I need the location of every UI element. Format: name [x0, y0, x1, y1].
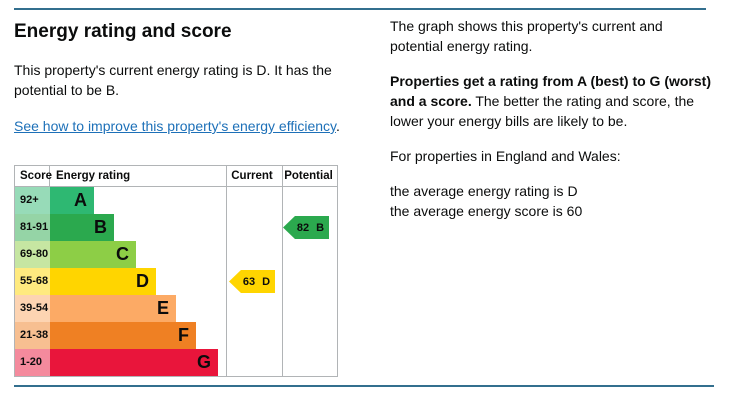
chart-header-row: Score Energy rating Current Potential — [15, 166, 337, 187]
score-range-label: 81-91 — [15, 214, 50, 241]
link-suffix: . — [335, 118, 340, 134]
potential-column-divider — [282, 166, 283, 376]
potential-rating-arrow: 82 B — [283, 216, 329, 239]
epc-row-a: 92+ A — [15, 187, 226, 214]
band-bar-g: G — [50, 349, 218, 376]
band-bar-c: C — [50, 241, 136, 268]
rating-scale-rest-text: The better the rating and score, the low… — [390, 93, 695, 129]
potential-column-header: Potential — [284, 170, 333, 182]
improve-link-paragraph: See how to improve this property's energ… — [14, 116, 344, 136]
right-column: The graph shows this property's current … — [390, 16, 712, 221]
band-bar-a: A — [50, 187, 94, 214]
current-rating-letter: D — [262, 275, 271, 288]
rating-scale-bold-text: Properties get a rating from A (best) to… — [390, 73, 711, 109]
potential-rating-letter: B — [316, 221, 325, 234]
score-range-label: 92+ — [15, 187, 50, 214]
epc-row-b: 81-91 B — [15, 214, 226, 241]
score-range-label: 21-38 — [15, 322, 50, 349]
epc-row-g: 1-20 G — [15, 349, 226, 376]
score-range-label: 39-54 — [15, 295, 50, 322]
score-range-label: 55-68 — [15, 268, 50, 295]
current-score-value: 63 — [242, 275, 256, 288]
current-column-header: Current — [231, 170, 273, 182]
bottom-divider-rule — [14, 385, 714, 387]
average-rating-line: the average energy rating is D — [390, 183, 578, 199]
top-divider-rule — [14, 8, 706, 10]
current-rating-arrow: 63 D — [229, 270, 275, 293]
band-bar-f: F — [50, 322, 196, 349]
energy-rating-column-header: Energy rating — [56, 170, 131, 182]
band-bar-b: B — [50, 214, 114, 241]
score-range-label: 69-80 — [15, 241, 50, 268]
band-bar-e: E — [50, 295, 176, 322]
band-bar-d: D — [50, 268, 156, 295]
page-title: Energy rating and score — [14, 21, 232, 42]
improve-efficiency-link[interactable]: See how to improve this property's energ… — [14, 118, 336, 134]
epc-row-f: 21-38 F — [15, 322, 226, 349]
potential-score-value: 82 — [296, 221, 310, 234]
graph-explainer-text: The graph shows this property's current … — [390, 18, 663, 54]
average-score-line: the average energy score is 60 — [390, 203, 583, 219]
england-wales-text: For properties in England and Wales: — [390, 148, 621, 164]
epc-row-c: 69-80 C — [15, 241, 226, 268]
epc-row-d: 55-68 D — [15, 268, 226, 295]
left-column: Energy rating and score This property's … — [14, 14, 344, 136]
rating-scale-text: Properties get a rating from A (best) to… — [390, 71, 712, 131]
energy-rating-chart: Score Energy rating Current Potential 92… — [14, 165, 338, 377]
epc-row-e: 39-54 E — [15, 295, 226, 322]
epc-band-rows: 92+ A 81-91 B 69-80 C 55-68 D 39-54 E 21-38 F 1-20 G — [15, 187, 226, 376]
score-range-label: 1-20 — [15, 349, 50, 376]
current-column-divider — [226, 166, 227, 376]
score-column-header: Score — [15, 166, 52, 186]
rating-summary-text: This property's current energy rating is… — [14, 62, 332, 98]
